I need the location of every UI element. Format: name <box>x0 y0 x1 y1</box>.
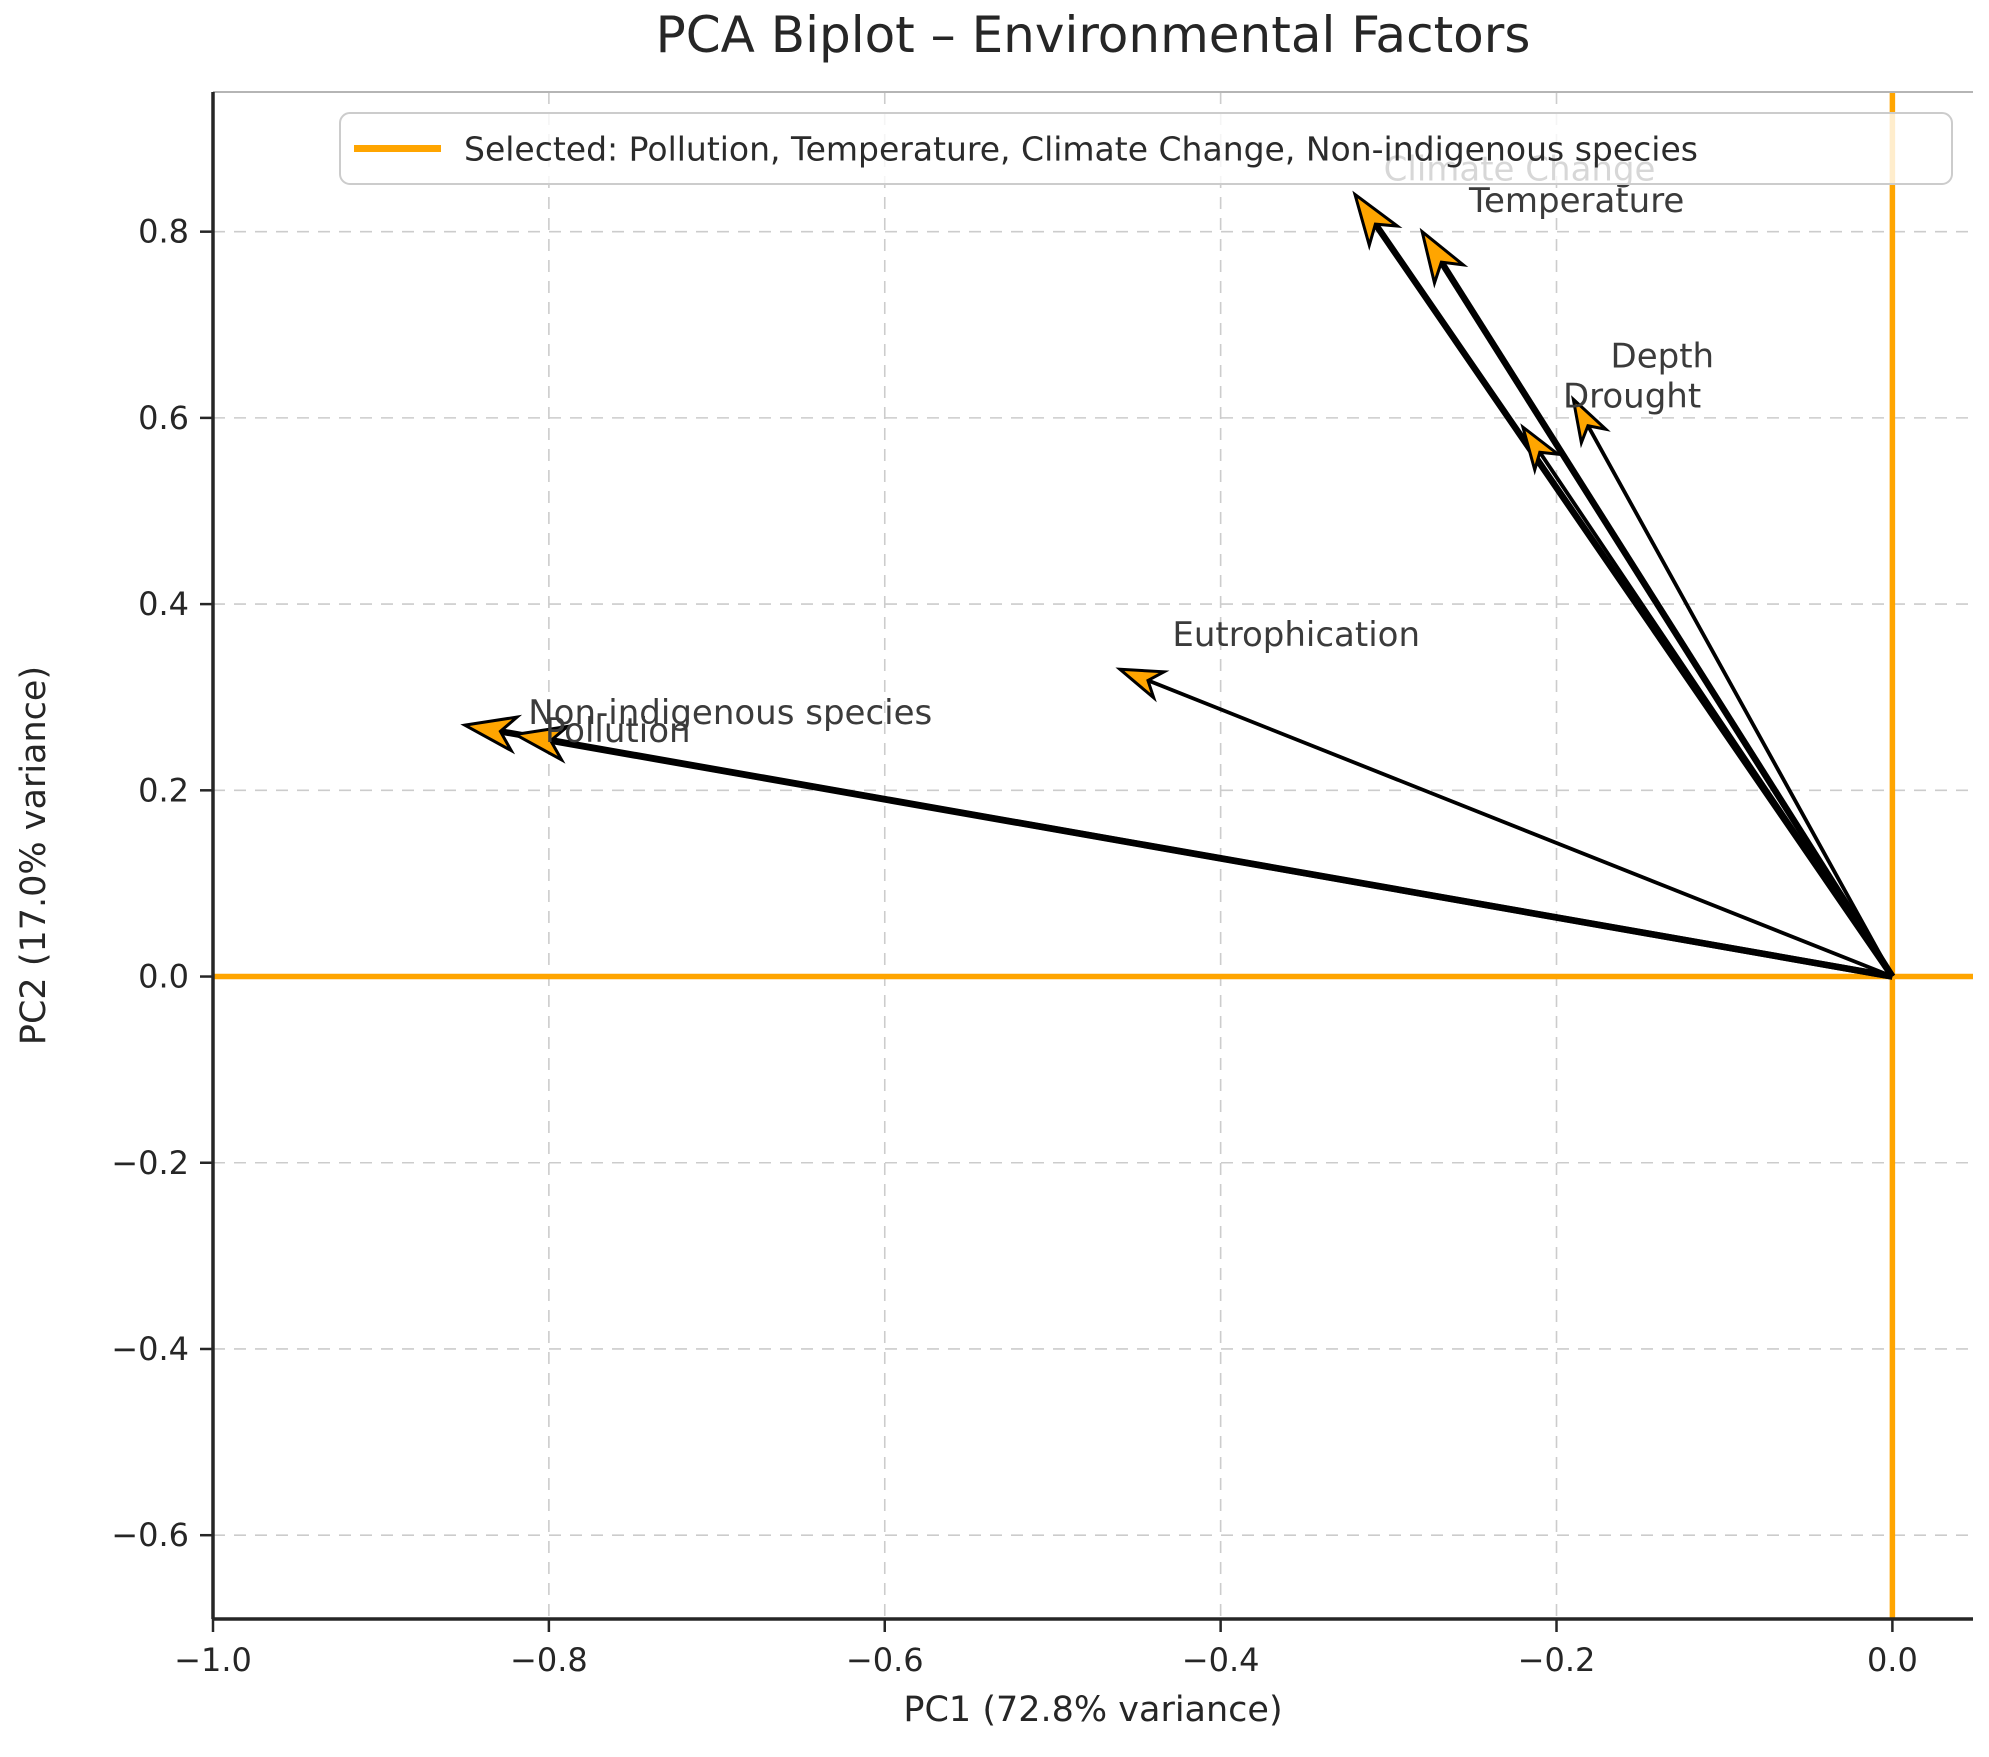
x-tick-label-−1.0: −1.0 <box>174 1641 252 1679</box>
x-tick-label-−0.4: −0.4 <box>1182 1641 1260 1679</box>
arrow-shaft-eutrophication <box>1140 676 1894 979</box>
y-tick-label-−0.4: −0.4 <box>111 1330 189 1368</box>
y-tick-label-−0.6: −0.6 <box>111 1516 189 1554</box>
chart-title: PCA Biplot – Environmental Factors <box>655 6 1531 64</box>
arrowhead-eutrophication <box>1115 667 1170 703</box>
y-axis-label: PC2 (17.0% variance) <box>14 665 54 1046</box>
arrow-shaft-depth <box>1582 418 1895 978</box>
x-tick-label-−0.2: −0.2 <box>1518 1641 1596 1679</box>
y-tick-label-0.4: 0.4 <box>138 585 189 623</box>
vector-label-drought: Drought <box>1563 377 1701 417</box>
legend-box <box>339 112 1953 185</box>
y-tick-label-0.8: 0.8 <box>138 213 189 251</box>
arrow-shaft-pollution <box>541 736 1893 980</box>
arrowhead-temperature <box>1419 227 1469 289</box>
arrowhead-pollution <box>510 724 573 764</box>
vector-label-temperature: Temperature <box>1468 181 1684 221</box>
vector-label-eutrophication: Eutrophication <box>1172 615 1420 655</box>
arrowhead-depth <box>1571 395 1611 449</box>
x-tick-label-−0.8: −0.8 <box>510 1641 588 1679</box>
x-axis-label: PC1 (72.8% variance) <box>903 1690 1283 1730</box>
vector-label-non-indigenous-species: Non-indigenous species <box>528 693 932 733</box>
x-tick-label-−0.6: −0.6 <box>846 1641 924 1679</box>
vector-label-depth: Depth <box>1611 337 1715 377</box>
x-tick-label-0.0: 0.0 <box>1867 1641 1918 1679</box>
arrowhead-drought <box>1520 423 1564 476</box>
vector-label-pollution: Pollution <box>545 711 691 751</box>
y-tick-label-0.2: 0.2 <box>138 771 189 809</box>
arrowhead-non-indigenous-species <box>460 714 523 755</box>
y-tick-label-0.6: 0.6 <box>138 399 189 437</box>
arrow-shaft-drought <box>1534 445 1894 978</box>
y-tick-label-−0.2: −0.2 <box>111 1144 189 1182</box>
legend-label: Selected: Pollution, Temperature, Climat… <box>464 130 1698 169</box>
y-tick-label-0.0: 0.0 <box>138 958 189 996</box>
arrowhead-climate-change <box>1352 190 1403 251</box>
arrow-shaft-temperature <box>1434 253 1896 979</box>
